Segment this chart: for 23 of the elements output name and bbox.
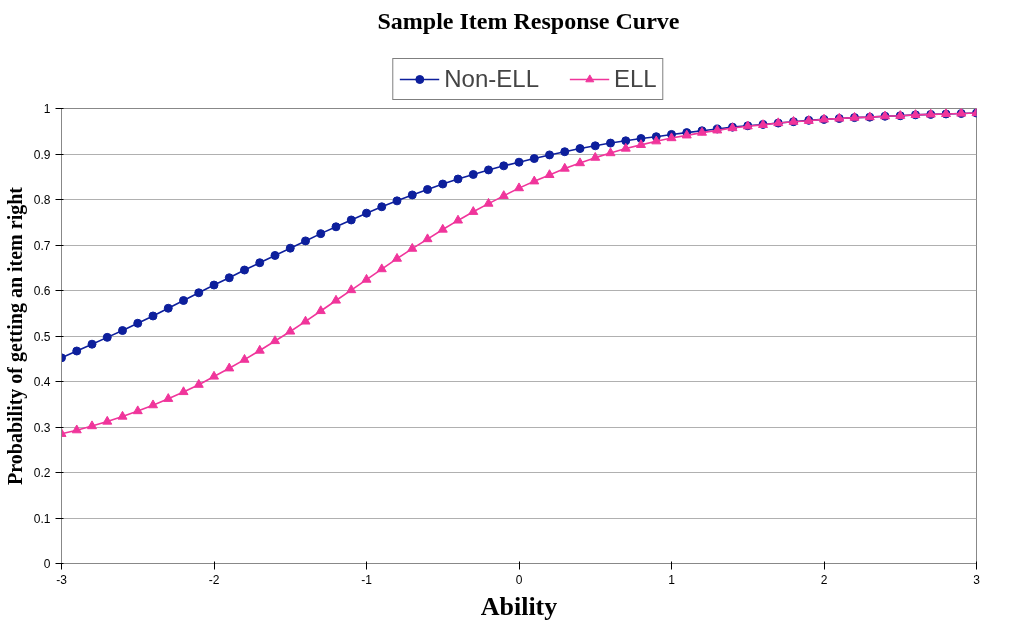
y-tick-label: 0.7 [33, 238, 51, 253]
y-tick-label: 0.1 [33, 511, 51, 526]
x-tick-label: 3 [973, 572, 981, 587]
y-tick-label: 0.4 [33, 375, 51, 389]
y-tick-label: 0.2 [33, 466, 51, 480]
y-tick-label: 0.9 [33, 147, 51, 162]
y-tick-label: 0.3 [33, 420, 51, 435]
y-tick-label: 0.5 [33, 329, 51, 344]
y-tick-label: 0 [43, 557, 51, 571]
x-axis-title: Ability [480, 591, 558, 621]
x-tick-label: -1 [361, 572, 373, 587]
x-tick-label: 0 [515, 572, 523, 587]
y-tick-label: 0.8 [33, 193, 51, 207]
legend-label: Non-ELL [444, 65, 540, 93]
x-tick-label: 1 [668, 572, 676, 587]
y-tick-label: 0.6 [33, 284, 51, 298]
y-tick-label: 1 [43, 102, 51, 116]
y-axis-title: Probability of getting an item right [3, 186, 27, 485]
x-tick-label: 2 [820, 572, 828, 587]
x-tick-label: -2 [208, 572, 220, 587]
chart-title: Sample Item Response Curve [377, 7, 680, 34]
x-tick-label: -3 [56, 572, 68, 587]
legend-label: ELL [614, 65, 657, 93]
